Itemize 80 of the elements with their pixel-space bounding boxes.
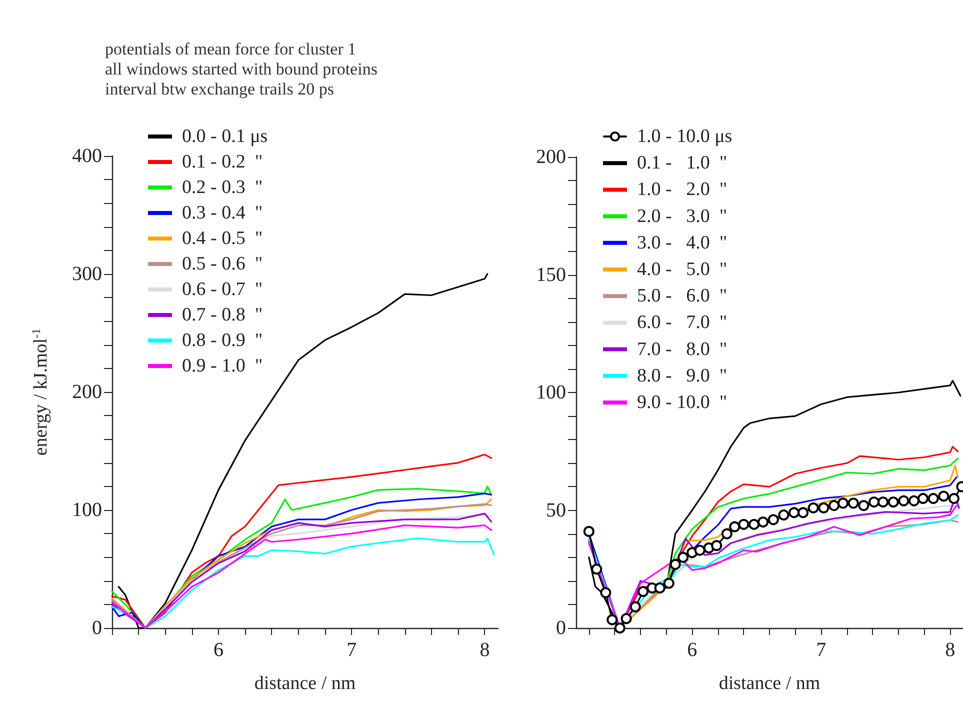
point	[748, 518, 760, 530]
legend-label: 0.8 - 0.9 "	[182, 330, 263, 351]
legend-label: 4.0 - 5.0 "	[637, 259, 728, 280]
point	[898, 495, 910, 506]
legend-label: 0.1 - 1.0 "	[637, 152, 728, 174]
x-tick-label: 8	[945, 639, 956, 661]
legend-label: 9.0 - 10.0 "	[637, 392, 728, 413]
point	[630, 601, 641, 612]
legend-label: 0.3 - 0.4 "	[182, 202, 263, 224]
x-tick-label: 8	[480, 639, 490, 661]
point	[848, 498, 859, 509]
legend-label: 0.1 - 0.2 "	[182, 152, 263, 172]
point	[721, 528, 732, 540]
point	[908, 495, 920, 506]
y-tick-label: 200	[536, 146, 566, 168]
x-tick-label: 6	[687, 639, 698, 661]
point	[768, 514, 779, 526]
point	[670, 558, 681, 570]
point	[614, 622, 626, 634]
y-tick-label: 400	[72, 145, 102, 167]
line-series	[118, 273, 488, 629]
legend-label: 0.0 - 0.1 μs	[182, 126, 268, 147]
point	[938, 490, 950, 502]
point	[948, 492, 960, 504]
point	[606, 614, 618, 626]
point	[738, 518, 750, 530]
legend-label: 0.2 - 0.3 "	[182, 177, 263, 198]
point	[868, 496, 880, 508]
y-tick-label: 0	[92, 617, 102, 639]
point	[928, 492, 939, 504]
x-axis-title: distance / nm	[254, 673, 356, 694]
y-tick-label: 150	[536, 264, 566, 286]
point	[711, 540, 722, 552]
legend-label: 7.0 - 8.0 "	[637, 338, 728, 360]
legend-label: 0.6 - 0.7 "	[182, 279, 263, 300]
y-tick-label: 100	[72, 499, 102, 521]
x-tick-label: 7	[816, 639, 826, 661]
point	[663, 578, 674, 589]
x-tick-label: 7	[346, 639, 357, 661]
legend-label: 3.0 - 4.0 "	[637, 232, 728, 254]
legend-label: 0.7 - 0.8 "	[182, 304, 263, 326]
point	[878, 496, 889, 508]
point	[778, 509, 790, 520]
y-tick-label: 200	[72, 381, 102, 403]
legend-label: 1.0 - 10.0 μs	[637, 126, 732, 147]
legend-label: 1.0 - 2.0 "	[637, 179, 728, 200]
y-axis-title: energy / kJ.mol-1	[29, 328, 52, 456]
legend-label: 2.0 - 3.0 "	[637, 206, 728, 227]
point	[694, 544, 706, 556]
point	[583, 526, 594, 537]
legend-label: 0.5 - 0.6 "	[182, 254, 263, 274]
y-tick-label: 50	[546, 499, 566, 522]
point	[758, 516, 769, 528]
point	[828, 500, 840, 512]
legend-label: 0.9 - 1.0 "	[182, 356, 263, 376]
point	[918, 492, 929, 504]
chart-title: potentials of mean force for cluster 1 all windows started with bound proteins interval btw exchange trails 20 ps	[105, 40, 378, 98]
point	[808, 502, 819, 514]
x-tick-label: 6	[213, 639, 224, 661]
point	[858, 500, 870, 512]
legend-label: 8.0 - 9.0 "	[637, 365, 728, 386]
legend-label: 5.0 - 6.0 "	[637, 286, 728, 307]
point	[798, 507, 809, 518]
point	[788, 507, 800, 518]
point	[600, 587, 612, 598]
point	[620, 613, 632, 624]
y-tick-label: 300	[72, 263, 102, 285]
y-tick-label: 0	[556, 617, 566, 639]
y-tick-label: 100	[536, 382, 566, 404]
point	[888, 496, 899, 508]
legend-label: 0.4 - 0.5 "	[182, 228, 263, 249]
point	[638, 586, 649, 597]
point	[729, 521, 740, 532]
point	[678, 552, 689, 563]
point	[818, 502, 830, 514]
point	[838, 498, 849, 509]
point	[654, 582, 666, 594]
legend-label: 6.0 - 7.0 "	[637, 312, 728, 334]
x-axis-title: distance / nm	[718, 673, 820, 694]
point	[591, 564, 602, 575]
